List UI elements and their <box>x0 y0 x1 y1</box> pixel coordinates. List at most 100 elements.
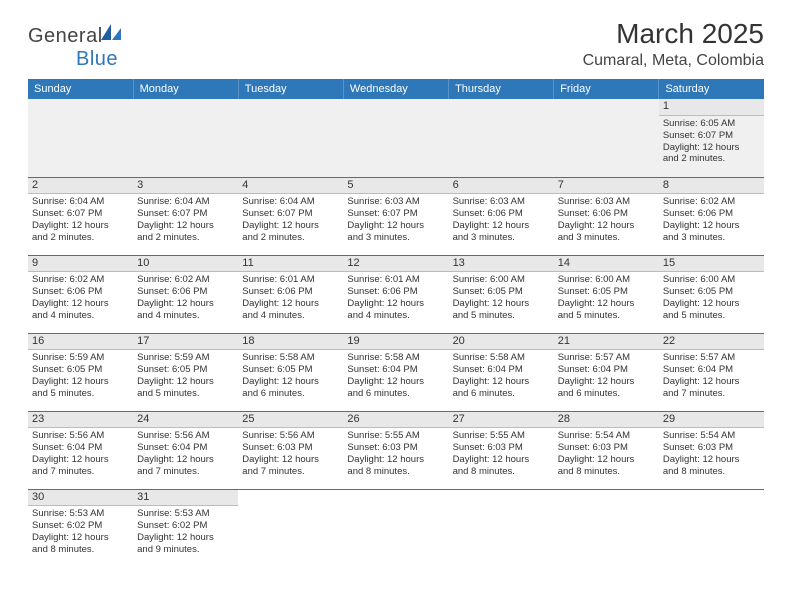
sunset-text: Sunset: 6:03 PM <box>347 442 444 454</box>
daylight-text: and 6 minutes. <box>453 388 550 400</box>
daylight-text: and 3 minutes. <box>453 232 550 244</box>
sunrise-text: Sunrise: 5:55 AM <box>347 430 444 442</box>
daylight-text: Daylight: 12 hours <box>558 454 655 466</box>
day-header: Thursday <box>449 79 554 99</box>
daylight-text: and 4 minutes. <box>242 310 339 322</box>
daylight-text: Daylight: 12 hours <box>137 376 234 388</box>
daylight-text: and 4 minutes. <box>347 310 444 322</box>
calendar-cell <box>659 489 764 567</box>
daylight-text: Daylight: 12 hours <box>137 532 234 544</box>
calendar-cell: 28Sunrise: 5:54 AMSunset: 6:03 PMDayligh… <box>554 411 659 489</box>
sunrise-text: Sunrise: 6:02 AM <box>663 196 760 208</box>
day-number: 6 <box>449 178 554 195</box>
daylight-text: Daylight: 12 hours <box>32 376 129 388</box>
sunrise-text: Sunrise: 5:56 AM <box>32 430 129 442</box>
sunrise-text: Sunrise: 6:05 AM <box>663 118 760 130</box>
day-header-row: Sunday Monday Tuesday Wednesday Thursday… <box>28 79 764 99</box>
daylight-text: and 5 minutes. <box>137 388 234 400</box>
calendar-cell: 5Sunrise: 6:03 AMSunset: 6:07 PMDaylight… <box>343 177 448 255</box>
day-number: 23 <box>28 412 133 429</box>
sunset-text: Sunset: 6:04 PM <box>663 364 760 376</box>
calendar-cell: 15Sunrise: 6:00 AMSunset: 6:05 PMDayligh… <box>659 255 764 333</box>
calendar-cell: 23Sunrise: 5:56 AMSunset: 6:04 PMDayligh… <box>28 411 133 489</box>
sunset-text: Sunset: 6:06 PM <box>137 286 234 298</box>
sunset-text: Sunset: 6:04 PM <box>453 364 550 376</box>
daylight-text: and 6 minutes. <box>558 388 655 400</box>
daylight-text: and 7 minutes. <box>242 466 339 478</box>
sunset-text: Sunset: 6:02 PM <box>32 520 129 532</box>
calendar-week-row: 30Sunrise: 5:53 AMSunset: 6:02 PMDayligh… <box>28 489 764 567</box>
calendar-cell: 12Sunrise: 6:01 AMSunset: 6:06 PMDayligh… <box>343 255 448 333</box>
logo-text-1: General <box>28 25 103 47</box>
day-number: 10 <box>133 256 238 273</box>
sunset-text: Sunset: 6:05 PM <box>558 286 655 298</box>
day-number: 27 <box>449 412 554 429</box>
daylight-text: Daylight: 12 hours <box>663 142 760 154</box>
sunrise-text: Sunrise: 6:04 AM <box>137 196 234 208</box>
calendar-cell: 20Sunrise: 5:58 AMSunset: 6:04 PMDayligh… <box>449 333 554 411</box>
calendar-cell <box>343 99 448 177</box>
sunrise-text: Sunrise: 5:59 AM <box>137 352 234 364</box>
calendar-cell <box>449 99 554 177</box>
daylight-text: and 8 minutes. <box>663 466 760 478</box>
sunset-text: Sunset: 6:07 PM <box>663 130 760 142</box>
sunrise-text: Sunrise: 5:59 AM <box>32 352 129 364</box>
sunset-text: Sunset: 6:07 PM <box>347 208 444 220</box>
daylight-text: Daylight: 12 hours <box>663 298 760 310</box>
daylight-text: Daylight: 12 hours <box>347 220 444 232</box>
calendar-cell: 1Sunrise: 6:05 AMSunset: 6:07 PMDaylight… <box>659 99 764 177</box>
calendar-cell: 18Sunrise: 5:58 AMSunset: 6:05 PMDayligh… <box>238 333 343 411</box>
sunset-text: Sunset: 6:05 PM <box>137 364 234 376</box>
day-header: Sunday <box>28 79 133 99</box>
daylight-text: Daylight: 12 hours <box>558 376 655 388</box>
calendar-cell <box>554 489 659 567</box>
daylight-text: Daylight: 12 hours <box>32 532 129 544</box>
calendar-week-row: 23Sunrise: 5:56 AMSunset: 6:04 PMDayligh… <box>28 411 764 489</box>
calendar-cell <box>554 99 659 177</box>
calendar-cell <box>133 99 238 177</box>
calendar-cell: 4Sunrise: 6:04 AMSunset: 6:07 PMDaylight… <box>238 177 343 255</box>
sunrise-text: Sunrise: 5:58 AM <box>453 352 550 364</box>
calendar-cell <box>238 99 343 177</box>
sunset-text: Sunset: 6:05 PM <box>242 364 339 376</box>
day-number: 26 <box>343 412 448 429</box>
daylight-text: Daylight: 12 hours <box>242 220 339 232</box>
sunset-text: Sunset: 6:04 PM <box>347 364 444 376</box>
calendar-cell: 30Sunrise: 5:53 AMSunset: 6:02 PMDayligh… <box>28 489 133 567</box>
day-header: Saturday <box>659 79 764 99</box>
daylight-text: and 2 minutes. <box>242 232 339 244</box>
sunrise-text: Sunrise: 5:53 AM <box>137 508 234 520</box>
daylight-text: and 6 minutes. <box>347 388 444 400</box>
daylight-text: and 6 minutes. <box>242 388 339 400</box>
sunset-text: Sunset: 6:03 PM <box>663 442 760 454</box>
calendar-table: Sunday Monday Tuesday Wednesday Thursday… <box>28 79 764 567</box>
day-number: 7 <box>554 178 659 195</box>
sunset-text: Sunset: 6:04 PM <box>558 364 655 376</box>
location: Cumaral, Meta, Colombia <box>583 52 764 70</box>
calendar-cell: 9Sunrise: 6:02 AMSunset: 6:06 PMDaylight… <box>28 255 133 333</box>
day-number: 21 <box>554 334 659 351</box>
sunset-text: Sunset: 6:05 PM <box>663 286 760 298</box>
title-block: March 2025 Cumaral, Meta, Colombia <box>583 18 764 70</box>
daylight-text: Daylight: 12 hours <box>663 454 760 466</box>
daylight-text: Daylight: 12 hours <box>558 298 655 310</box>
day-number: 3 <box>133 178 238 195</box>
daylight-text: and 8 minutes. <box>453 466 550 478</box>
sunset-text: Sunset: 6:05 PM <box>32 364 129 376</box>
daylight-text: Daylight: 12 hours <box>453 454 550 466</box>
daylight-text: Daylight: 12 hours <box>137 298 234 310</box>
sunset-text: Sunset: 6:07 PM <box>32 208 129 220</box>
day-number: 29 <box>659 412 764 429</box>
sunrise-text: Sunrise: 6:02 AM <box>32 274 129 286</box>
day-number: 5 <box>343 178 448 195</box>
month-title: March 2025 <box>583 18 764 50</box>
sunset-text: Sunset: 6:06 PM <box>558 208 655 220</box>
day-number: 24 <box>133 412 238 429</box>
sunset-text: Sunset: 6:03 PM <box>453 442 550 454</box>
daylight-text: Daylight: 12 hours <box>32 298 129 310</box>
daylight-text: and 2 minutes. <box>137 232 234 244</box>
daylight-text: Daylight: 12 hours <box>453 298 550 310</box>
sunrise-text: Sunrise: 6:01 AM <box>242 274 339 286</box>
sunrise-text: Sunrise: 5:58 AM <box>242 352 339 364</box>
day-number: 9 <box>28 256 133 273</box>
